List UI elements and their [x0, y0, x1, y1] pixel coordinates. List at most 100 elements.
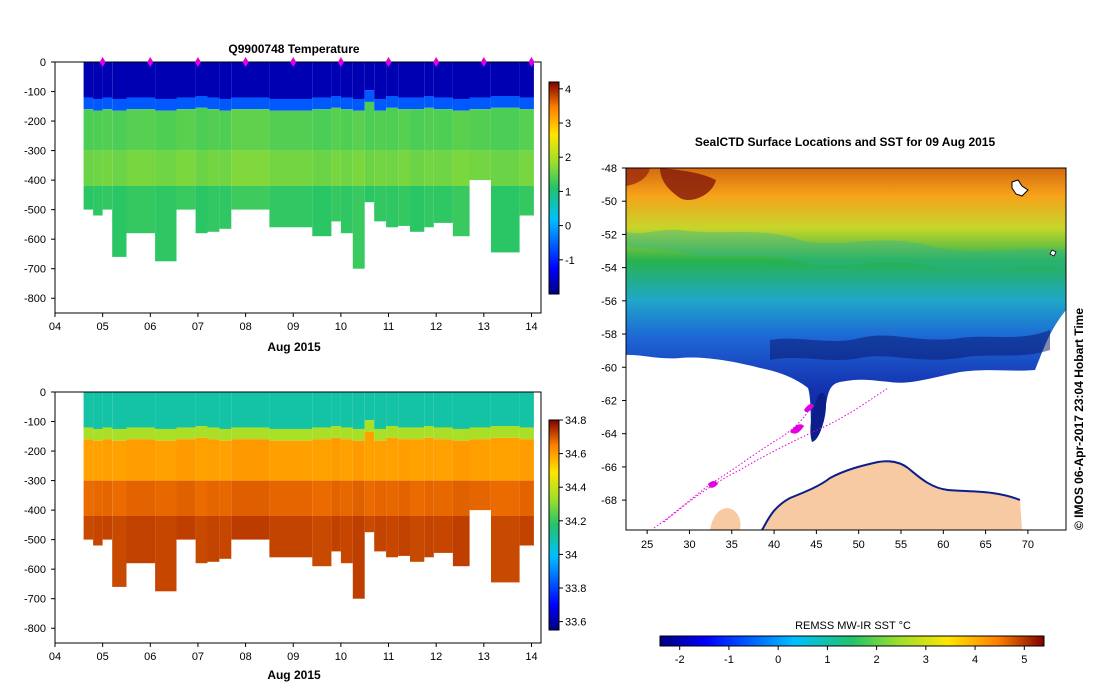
- p2-cell: [195, 516, 208, 564]
- p2-cell: [231, 427, 270, 440]
- sst-colorbar-tick-label: 2: [874, 654, 880, 666]
- sst-colorbar-ticks: -2 -1 0 1 2 3 4 5: [675, 646, 1027, 666]
- p2-cell: [112, 440, 127, 481]
- p1-cell: [83, 109, 94, 151]
- p2-y-tick-label: -400: [24, 505, 46, 517]
- p1-cell: [155, 98, 177, 111]
- p2-cell: [102, 395, 113, 428]
- p1-cell: [398, 65, 410, 98]
- p1-cell: [231, 97, 270, 110]
- p2-cell: [424, 426, 434, 438]
- p1-cell: [424, 150, 434, 186]
- longitude-tick-label: 70: [1022, 539, 1034, 551]
- p2-colorbar-tick-label: 33.8: [565, 583, 586, 595]
- latitude-tick-label: -60: [601, 362, 617, 374]
- p2-cell: [269, 440, 313, 481]
- p2-cell: [83, 480, 94, 516]
- p1-cell: [398, 109, 410, 151]
- p1-cell: [93, 110, 103, 151]
- p2-cell: [219, 516, 232, 559]
- p2-cell: [312, 516, 332, 567]
- p1-cell: [519, 109, 534, 151]
- p2-cell: [155, 516, 177, 592]
- latitude-tick-label: -58: [601, 329, 617, 341]
- p1-cell: [219, 186, 232, 229]
- p1-cell: [398, 186, 410, 226]
- p2-cell: [93, 480, 103, 516]
- sst-map-body: [626, 168, 1066, 530]
- p1-cell: [340, 65, 353, 98]
- p1-cell: [312, 109, 332, 151]
- p2-cell: [312, 392, 332, 395]
- p1-x-tick-label: 08: [239, 321, 251, 333]
- p1-cell: [126, 97, 156, 110]
- p1-cell: [312, 186, 332, 237]
- p2-cell: [112, 480, 127, 516]
- p2-cell: [491, 437, 520, 481]
- p1-cell: [269, 62, 313, 65]
- p2-cell: [519, 439, 534, 481]
- p1-cell: [269, 186, 313, 228]
- p2-cell: [102, 439, 113, 481]
- longitude-tick-label: 45: [810, 539, 822, 551]
- p1-cell: [340, 186, 353, 234]
- p2-cell: [386, 426, 398, 438]
- sst-front-band: [626, 229, 1066, 270]
- p2-cell: [176, 516, 196, 540]
- p1-cell: [491, 107, 520, 151]
- p1-cell: [112, 62, 127, 65]
- p1-cell: [195, 150, 208, 186]
- p1-x-tick-label: 05: [97, 321, 109, 333]
- p1-cell: [340, 62, 353, 65]
- p2-cell: [386, 437, 398, 481]
- p2-cell: [207, 516, 220, 562]
- p2-cell: [364, 480, 375, 516]
- p1-y-tick-label: -100: [24, 87, 46, 99]
- latitude-axis: -48 -50 -52 -54 -56 -58 -60 -62 -64 -66 -68: [601, 163, 626, 507]
- p1-cell: [195, 96, 208, 108]
- p1-cell: [491, 62, 520, 65]
- p2-cell: [386, 516, 398, 558]
- p2-cell: [195, 480, 208, 516]
- longitude-tick-label: 30: [683, 539, 695, 551]
- p2-cell: [398, 395, 410, 428]
- cloud-mask-patch-small: [1049, 249, 1057, 257]
- p2-cell: [424, 480, 434, 516]
- p1-cell: [195, 65, 208, 96]
- p1-cell: [374, 110, 387, 151]
- p1-cell: [83, 65, 94, 98]
- p1-cell: [491, 150, 520, 186]
- p1-cell: [269, 150, 313, 186]
- temperature-plot-frame: [54, 61, 542, 314]
- cold-sst-band: [770, 330, 1050, 360]
- p1-cell: [176, 186, 196, 210]
- p1-cell: [312, 65, 332, 98]
- p1-cell: [83, 186, 94, 210]
- p1-cell: [102, 65, 113, 98]
- p2-cell: [155, 428, 177, 441]
- p1-cell: [331, 62, 341, 65]
- p2-cell: [374, 392, 387, 395]
- p2-cell: [398, 392, 410, 395]
- p2-x-tick-label: 07: [192, 651, 204, 663]
- p2-cell: [410, 395, 425, 428]
- sst-map-frame: [625, 167, 1067, 531]
- p1-cell: [207, 186, 220, 232]
- p2-y-tick-label: 0: [40, 387, 46, 399]
- p2-cell: [195, 426, 208, 438]
- p2-cell: [352, 480, 365, 516]
- coastal-sea-ice-edge: [761, 460, 1021, 530]
- salinity-section-panel: 0 -100 -200 -300 -400 -500 -600 -700 -800 04 05 06…: [24, 387, 586, 682]
- profile-marker: [242, 57, 249, 67]
- p2-cell: [398, 516, 410, 556]
- p2-cell: [374, 440, 387, 481]
- salinity-data-cells: [83, 392, 534, 599]
- p2-cell: [112, 428, 127, 441]
- p2-cell: [176, 427, 196, 440]
- p2-cell: [374, 516, 387, 552]
- p2-cell: [207, 392, 220, 395]
- p2-y-tick-label: -600: [24, 564, 46, 576]
- sst-map-title: SealCTD Surface Locations and SST for 09…: [695, 135, 996, 149]
- p2-cell: [433, 427, 453, 440]
- temperature-data-cells: [83, 62, 534, 269]
